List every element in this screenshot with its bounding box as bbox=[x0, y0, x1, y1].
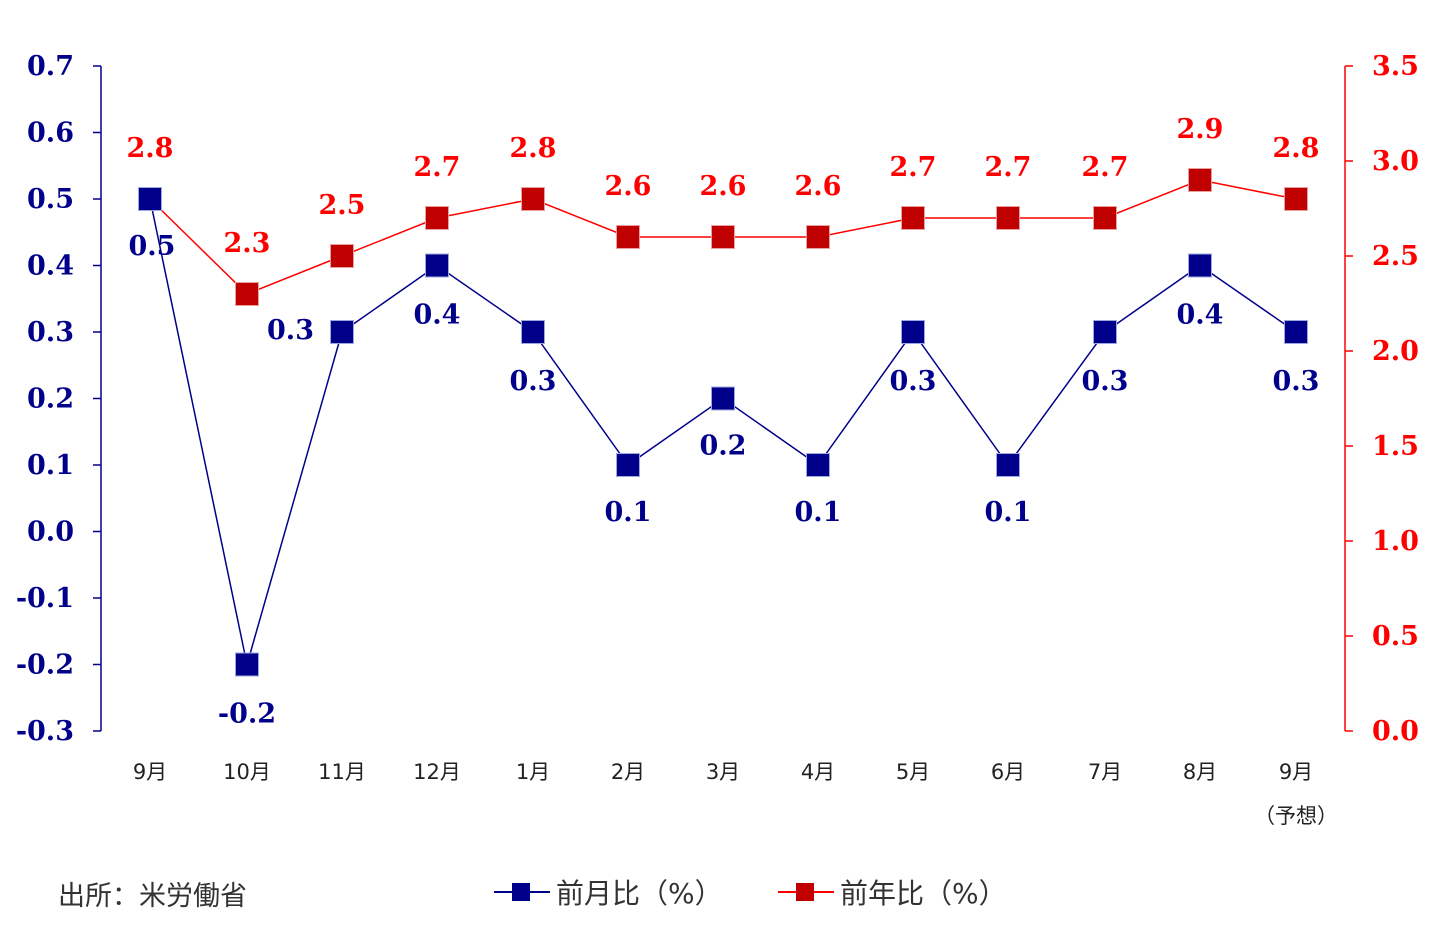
legend-swatch-mom bbox=[494, 877, 550, 907]
mom-point bbox=[425, 253, 449, 278]
yoy-data-label: 2.7 bbox=[414, 152, 461, 183]
mom-point bbox=[711, 386, 735, 411]
mom-data-label: 0.4 bbox=[414, 300, 461, 331]
right-axis-tick-label: 0.0 bbox=[1372, 716, 1419, 747]
x-category-label: 12月 bbox=[413, 760, 461, 784]
mom-point bbox=[616, 453, 640, 477]
yoy-point bbox=[711, 225, 735, 249]
x-category-label: 4月 bbox=[801, 760, 835, 784]
legend-swatch-yoy bbox=[778, 877, 834, 907]
yoy-point bbox=[1093, 206, 1117, 230]
mom-data-label: 0.4 bbox=[1177, 300, 1224, 331]
mom-data-label: 0.1 bbox=[605, 497, 652, 528]
legend-item-mom: 前月比（%） bbox=[494, 872, 723, 912]
source-note: 出所：米労働省 bbox=[58, 881, 247, 912]
left-axis-tick-label: 0.1 bbox=[27, 450, 74, 481]
mom-data-label: 0.1 bbox=[795, 497, 842, 528]
mom-data-label: 0.3 bbox=[1082, 366, 1129, 397]
yoy-point bbox=[521, 187, 545, 211]
mom-point bbox=[235, 652, 259, 677]
mom-point bbox=[138, 187, 162, 211]
yoy-point bbox=[901, 206, 925, 230]
right-axis-tick-label: 2.0 bbox=[1372, 336, 1419, 367]
category-labels: 9月 10月 11月 12月 1月 2月 3月 4月 5月 6月 7月 8月 9月 （予想） bbox=[133, 760, 1338, 828]
yoy-data-label: 2.7 bbox=[1082, 152, 1129, 183]
x-category-label: 2月 bbox=[611, 760, 645, 784]
x-category-label: 9月 bbox=[1279, 760, 1313, 784]
left-axis-tick-label: 0.3 bbox=[27, 317, 74, 348]
left-axis-tick-label: -0.1 bbox=[16, 583, 74, 614]
x-category-label: 7月 bbox=[1088, 760, 1122, 784]
mom-data-label: 0.3 bbox=[267, 315, 314, 346]
series-markers bbox=[138, 168, 1308, 677]
mom-point bbox=[901, 320, 925, 344]
left-axis-tick-label: 0.2 bbox=[27, 384, 74, 415]
mom-data-label: 0.3 bbox=[510, 366, 557, 397]
yoy-data-label: 2.6 bbox=[795, 171, 842, 202]
yoy-point bbox=[616, 225, 640, 249]
yoy-data-label: 2.9 bbox=[1177, 114, 1224, 145]
legend-label-yoy: 前年比（%） bbox=[840, 877, 1007, 910]
mom-point bbox=[1188, 253, 1212, 278]
yoy-data-label: 2.7 bbox=[890, 152, 937, 183]
right-axis-tick-label: 2.5 bbox=[1372, 241, 1419, 272]
right-axis-tick-label: 0.5 bbox=[1372, 621, 1419, 652]
left-axis-tick-label: -0.2 bbox=[16, 650, 74, 681]
yoy-point bbox=[806, 225, 830, 249]
yoy-point bbox=[235, 282, 259, 306]
mom-data-label: 0.3 bbox=[890, 366, 937, 397]
mom-point bbox=[521, 320, 545, 344]
yoy-data-label: 2.8 bbox=[510, 133, 557, 164]
mom-data-label: 0.2 bbox=[700, 431, 747, 462]
yoy-point bbox=[1284, 187, 1308, 211]
mom-point bbox=[1284, 320, 1308, 344]
x-category-label: 11月 bbox=[318, 760, 366, 784]
mom-data-label: 0.3 bbox=[1273, 366, 1320, 397]
yoy-data-label: 2.6 bbox=[700, 171, 747, 202]
left-axis-tick-label: 0.4 bbox=[27, 251, 74, 282]
mom-point bbox=[996, 453, 1020, 477]
legend-label-mom: 前月比（%） bbox=[556, 877, 723, 910]
mom-data-label: -0.2 bbox=[218, 699, 276, 730]
yoy-data-label: 2.3 bbox=[224, 228, 271, 259]
right-axis-tick-label: 3.0 bbox=[1372, 146, 1419, 177]
mom-data-label: 0.1 bbox=[985, 497, 1032, 528]
left-axis-tick-label: 0.7 bbox=[27, 51, 74, 82]
yoy-point bbox=[330, 244, 354, 268]
left-axis-tick-label: -0.3 bbox=[16, 716, 74, 747]
right-axis-tick-label: 1.5 bbox=[1372, 431, 1419, 462]
left-axis-tick-label: 0.6 bbox=[27, 118, 74, 149]
left-axis-tick-label: 0.5 bbox=[27, 184, 74, 215]
yoy-point bbox=[996, 206, 1020, 230]
axes: 0.7 0.6 0.5 0.4 0.3 0.2 0.1 0.0 -0.1 -0.2 -0.3 3.5 3… bbox=[16, 51, 1419, 747]
x-category-label: 9月 bbox=[133, 760, 167, 784]
yoy-data-label: 2.5 bbox=[319, 190, 366, 221]
legend-item-yoy: 前年比（%） bbox=[778, 872, 1007, 912]
right-axis-tick-label: 3.5 bbox=[1372, 51, 1419, 82]
x-category-label: 3月 bbox=[706, 760, 740, 784]
mom-point bbox=[806, 453, 830, 477]
yoy-data-label: 2.6 bbox=[605, 171, 652, 202]
yoy-point bbox=[425, 206, 449, 230]
mom-data-label: 0.5 bbox=[129, 231, 176, 262]
x-category-label: 8月 bbox=[1183, 760, 1217, 784]
x-category-note: （予想） bbox=[1254, 804, 1338, 828]
yoy-data-label: 2.8 bbox=[1273, 133, 1320, 164]
x-category-label: 10月 bbox=[223, 760, 271, 784]
x-category-label: 5月 bbox=[896, 760, 930, 784]
mom-point bbox=[330, 320, 354, 344]
mom-point bbox=[1093, 320, 1117, 344]
yoy-data-label: 2.7 bbox=[985, 152, 1032, 183]
x-category-label: 1月 bbox=[516, 760, 550, 784]
yoy-point bbox=[1188, 168, 1212, 192]
data-labels: 2.8 2.3 2.5 2.7 2.8 2.6 2.6 2.6 2.7 2.7 2.7 2.9 2.8 0… bbox=[127, 114, 1320, 730]
right-axis-tick-label: 1.0 bbox=[1372, 526, 1419, 557]
series-lines bbox=[149, 179, 1297, 665]
yoy-data-label: 2.8 bbox=[127, 133, 174, 164]
left-axis-tick-label: 0.0 bbox=[27, 517, 74, 548]
x-category-label: 6月 bbox=[991, 760, 1025, 784]
